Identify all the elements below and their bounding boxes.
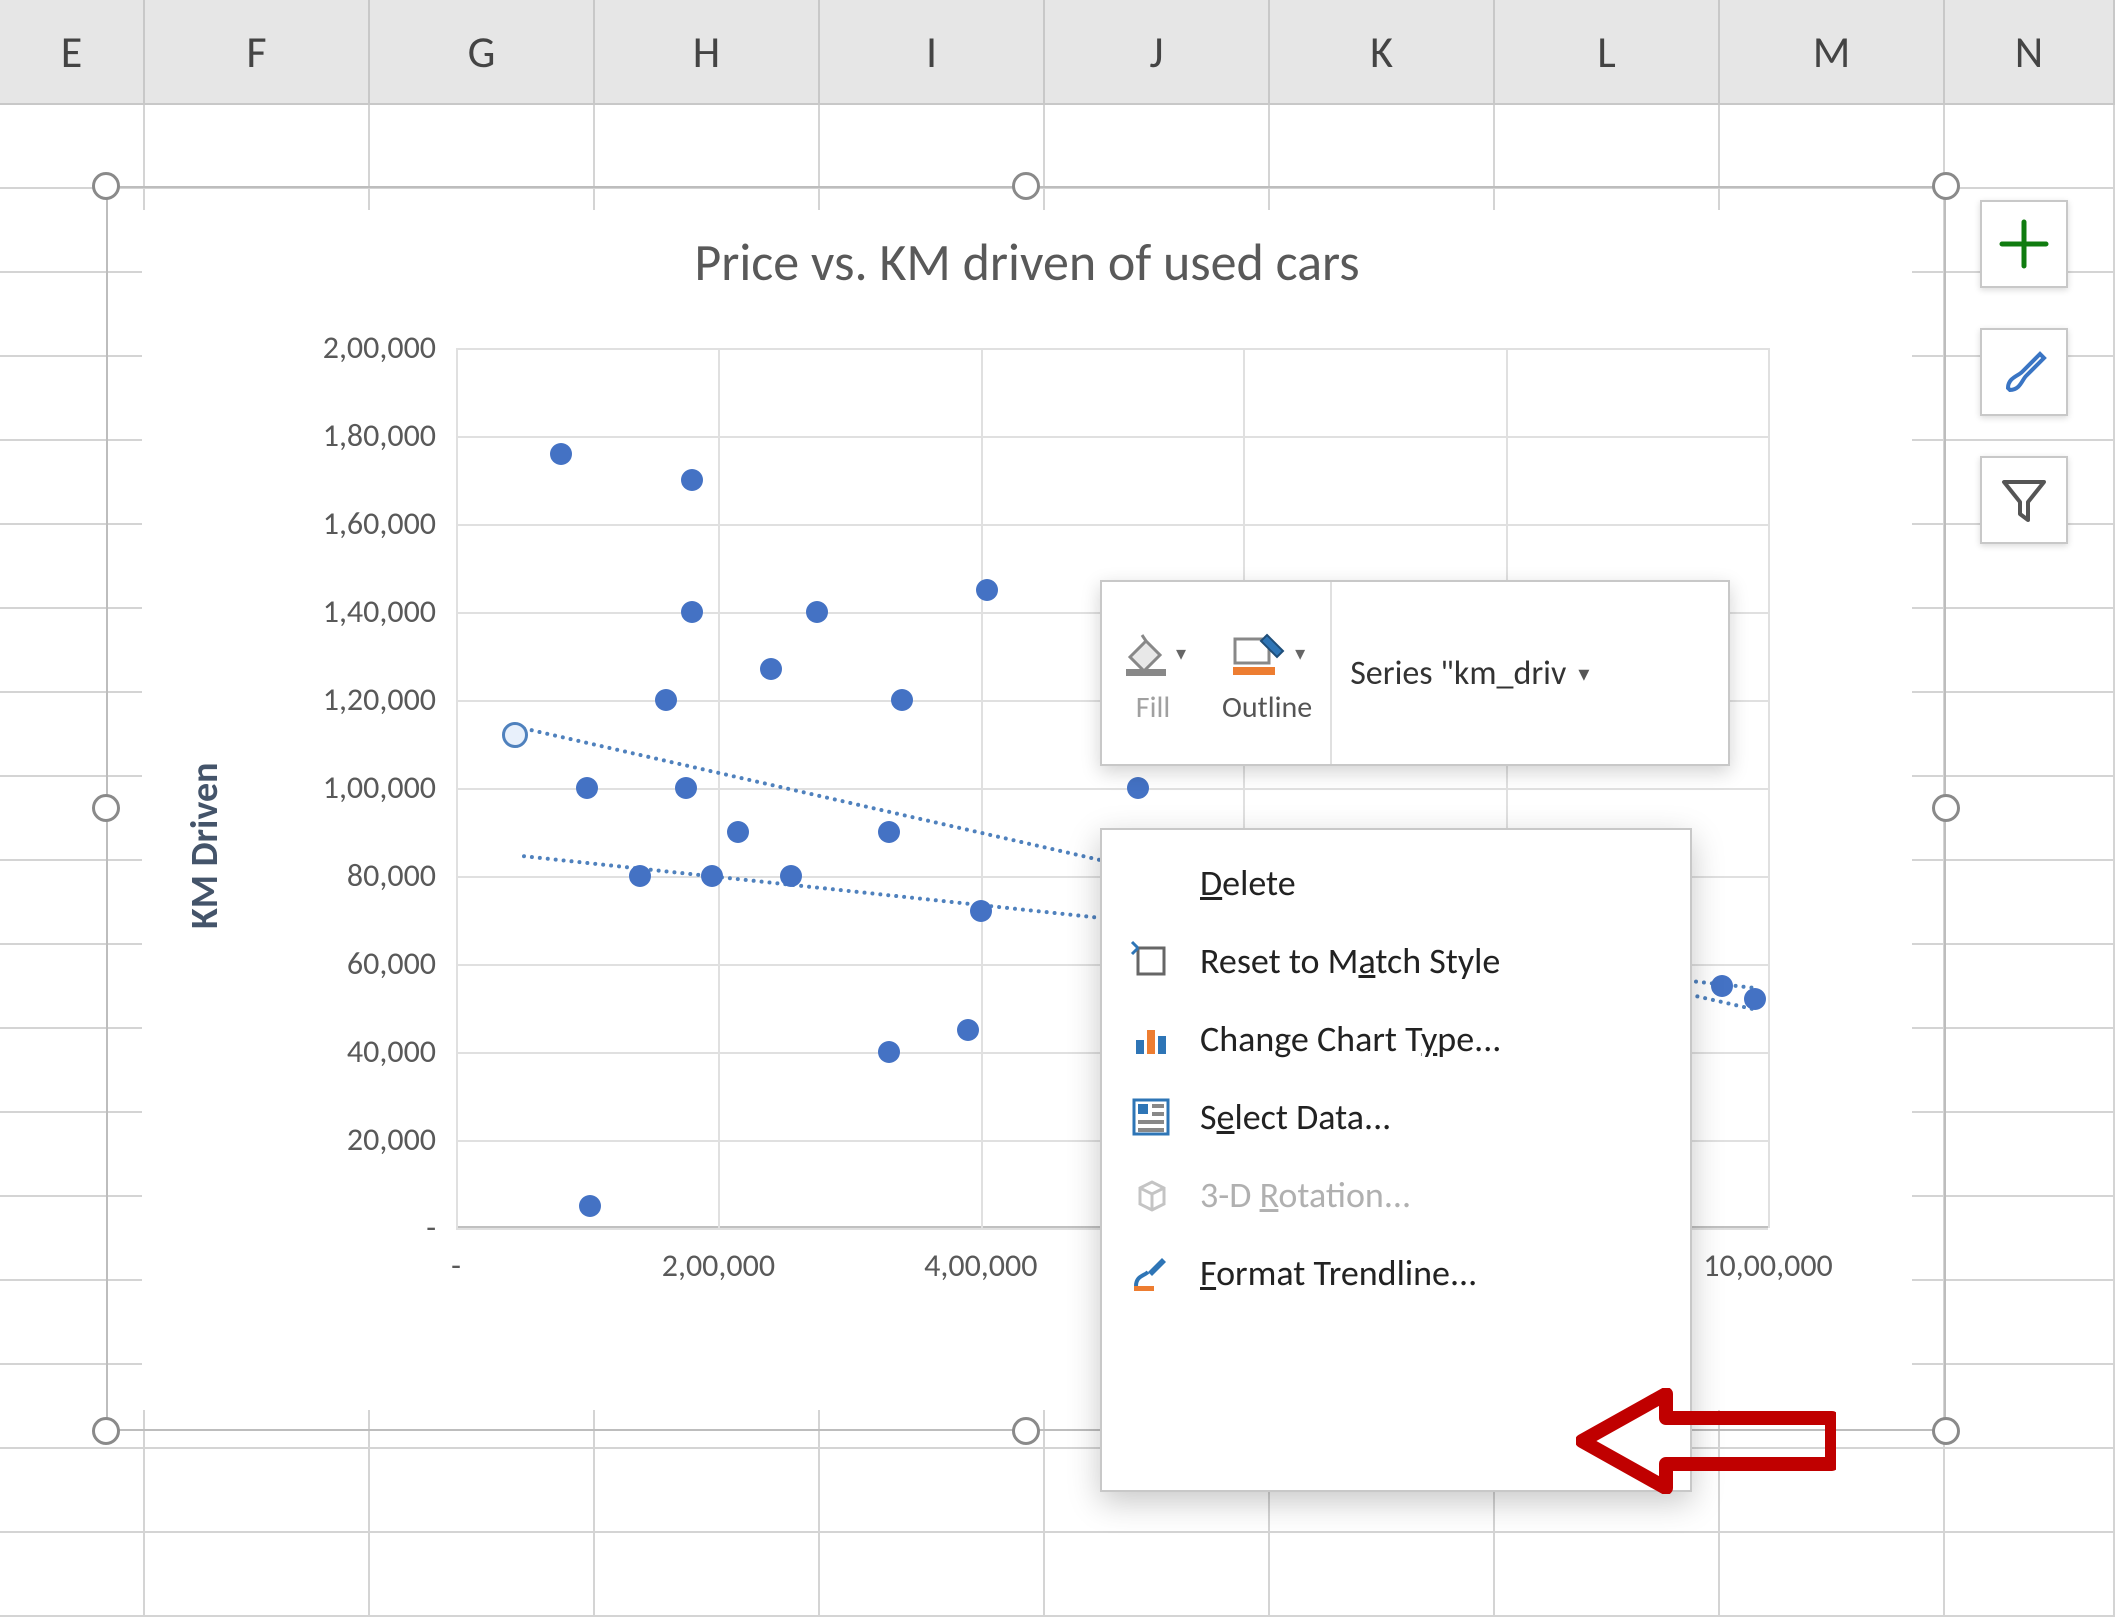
fill-button[interactable]: ▾ Fill	[1102, 582, 1204, 764]
data-point[interactable]	[878, 1041, 900, 1063]
context-menu: Delete Reset to Match Style Change Chart T…	[1100, 828, 1692, 1492]
column-header[interactable]: H	[595, 0, 820, 105]
data-point[interactable]	[629, 865, 651, 887]
chart-mini-toolbar: ▾ Fill ▾ Outline Series "km_driv ▾	[1100, 580, 1730, 766]
y-axis-title[interactable]: KM Driven	[182, 762, 228, 929]
menu-select-data[interactable]: Select Data...	[1106, 1078, 1686, 1156]
column-header[interactable]: E	[0, 0, 145, 105]
column-header[interactable]: L	[1495, 0, 1720, 105]
format-trend-icon	[1126, 1248, 1176, 1298]
x-tick-label: 4,00,000	[881, 1246, 1081, 1285]
column-header[interactable]: F	[145, 0, 370, 105]
y-tick-label: 2,00,000	[246, 328, 436, 367]
selection-handle[interactable]	[92, 172, 120, 200]
data-point[interactable]	[970, 900, 992, 922]
reset-style-icon	[1126, 936, 1176, 986]
selection-handle[interactable]	[1012, 172, 1040, 200]
x-tick-label: -	[356, 1246, 556, 1285]
y-tick-label: 1,80,000	[246, 416, 436, 455]
column-header[interactable]: I	[820, 0, 1045, 105]
x-tick-label: 2,00,000	[618, 1246, 818, 1285]
selection-handle[interactable]	[92, 1417, 120, 1445]
chart-elements-button[interactable]	[1980, 200, 2068, 288]
data-point[interactable]	[878, 821, 900, 843]
column-header[interactable]: M	[1720, 0, 1945, 105]
data-point[interactable]	[701, 865, 723, 887]
menu-label: Reset to Match Style	[1200, 939, 1500, 983]
y-tick-label: 1,60,000	[246, 504, 436, 543]
brush-icon	[1994, 342, 2054, 402]
plus-icon	[1994, 214, 2054, 274]
data-point[interactable]	[1744, 988, 1766, 1010]
chart-styles-button[interactable]	[1980, 328, 2068, 416]
menu-format-trend[interactable]: Format Trendline...	[1106, 1234, 1686, 1312]
data-point[interactable]	[976, 579, 998, 601]
data-point[interactable]	[675, 777, 697, 799]
y-tick-label: -	[246, 1208, 436, 1247]
outline-pen-icon	[1229, 629, 1289, 679]
data-point[interactable]	[806, 601, 828, 623]
menu-label: Select Data...	[1200, 1095, 1391, 1139]
fill-label: Fill	[1136, 689, 1170, 726]
y-tick-label: 1,20,000	[246, 680, 436, 719]
y-tick-label: 60,000	[246, 944, 436, 983]
menu-label: Change Chart Type...	[1200, 1017, 1501, 1061]
column-header[interactable]: J	[1045, 0, 1270, 105]
element-selector-dropdown[interactable]: Series "km_driv ▾	[1330, 582, 1603, 764]
selection-handle[interactable]	[1932, 172, 1960, 200]
y-tick-label: 40,000	[246, 1032, 436, 1071]
y-tick-label: 20,000	[246, 1120, 436, 1159]
delete-icon	[1126, 858, 1176, 908]
funnel-icon	[1994, 470, 2054, 530]
menu-label: Format Trendline...	[1200, 1251, 1477, 1295]
chevron-down-icon: ▾	[1176, 641, 1186, 666]
column-header[interactable]: N	[1945, 0, 2115, 105]
data-point[interactable]	[655, 689, 677, 711]
data-point[interactable]	[1127, 777, 1149, 799]
selection-handle[interactable]	[1932, 1417, 1960, 1445]
data-point[interactable]	[681, 601, 703, 623]
menu-change-type[interactable]: Change Chart Type...	[1106, 1000, 1686, 1078]
y-tick-label: 1,40,000	[246, 592, 436, 631]
x-tick-label: 10,00,000	[1668, 1246, 1868, 1285]
data-point[interactable]	[780, 865, 802, 887]
chevron-down-icon: ▾	[1295, 641, 1305, 666]
chart-title[interactable]: Price vs. KM driven of used cars	[142, 230, 1912, 294]
data-point[interactable]	[502, 722, 528, 748]
menu-delete[interactable]: Delete	[1106, 844, 1686, 922]
outline-button[interactable]: ▾ Outline	[1204, 582, 1330, 764]
data-point[interactable]	[727, 821, 749, 843]
column-header[interactable]: G	[370, 0, 595, 105]
data-point[interactable]	[576, 777, 598, 799]
column-header-row: EFGHIJKLMN	[0, 0, 2115, 105]
element-selector-text: Series "km_driv	[1350, 653, 1566, 694]
data-point[interactable]	[760, 658, 782, 680]
y-tick-label: 80,000	[246, 856, 436, 895]
data-point[interactable]	[891, 689, 913, 711]
menu-reset-style[interactable]: Reset to Match Style	[1106, 922, 1686, 1000]
paint-bucket-icon	[1120, 629, 1170, 679]
outline-label: Outline	[1222, 689, 1312, 726]
selection-handle[interactable]	[1932, 794, 1960, 822]
selection-handle[interactable]	[92, 794, 120, 822]
chevron-down-icon: ▾	[1578, 660, 1589, 687]
selection-handle[interactable]	[1012, 1417, 1040, 1445]
menu-label: 3-D Rotation...	[1200, 1173, 1411, 1217]
3d-rotation-icon	[1126, 1170, 1176, 1220]
data-point[interactable]	[1711, 975, 1733, 997]
chart-filters-button[interactable]	[1980, 456, 2068, 544]
y-tick-label: 1,00,000	[246, 768, 436, 807]
menu-3d-rotation: 3-D Rotation...	[1106, 1156, 1686, 1234]
data-point[interactable]	[579, 1195, 601, 1217]
column-header[interactable]: K	[1270, 0, 1495, 105]
data-point[interactable]	[550, 443, 572, 465]
menu-label: Delete	[1200, 861, 1296, 905]
data-point[interactable]	[681, 469, 703, 491]
data-point[interactable]	[957, 1019, 979, 1041]
change-type-icon	[1126, 1014, 1176, 1064]
select-data-icon	[1126, 1092, 1176, 1142]
